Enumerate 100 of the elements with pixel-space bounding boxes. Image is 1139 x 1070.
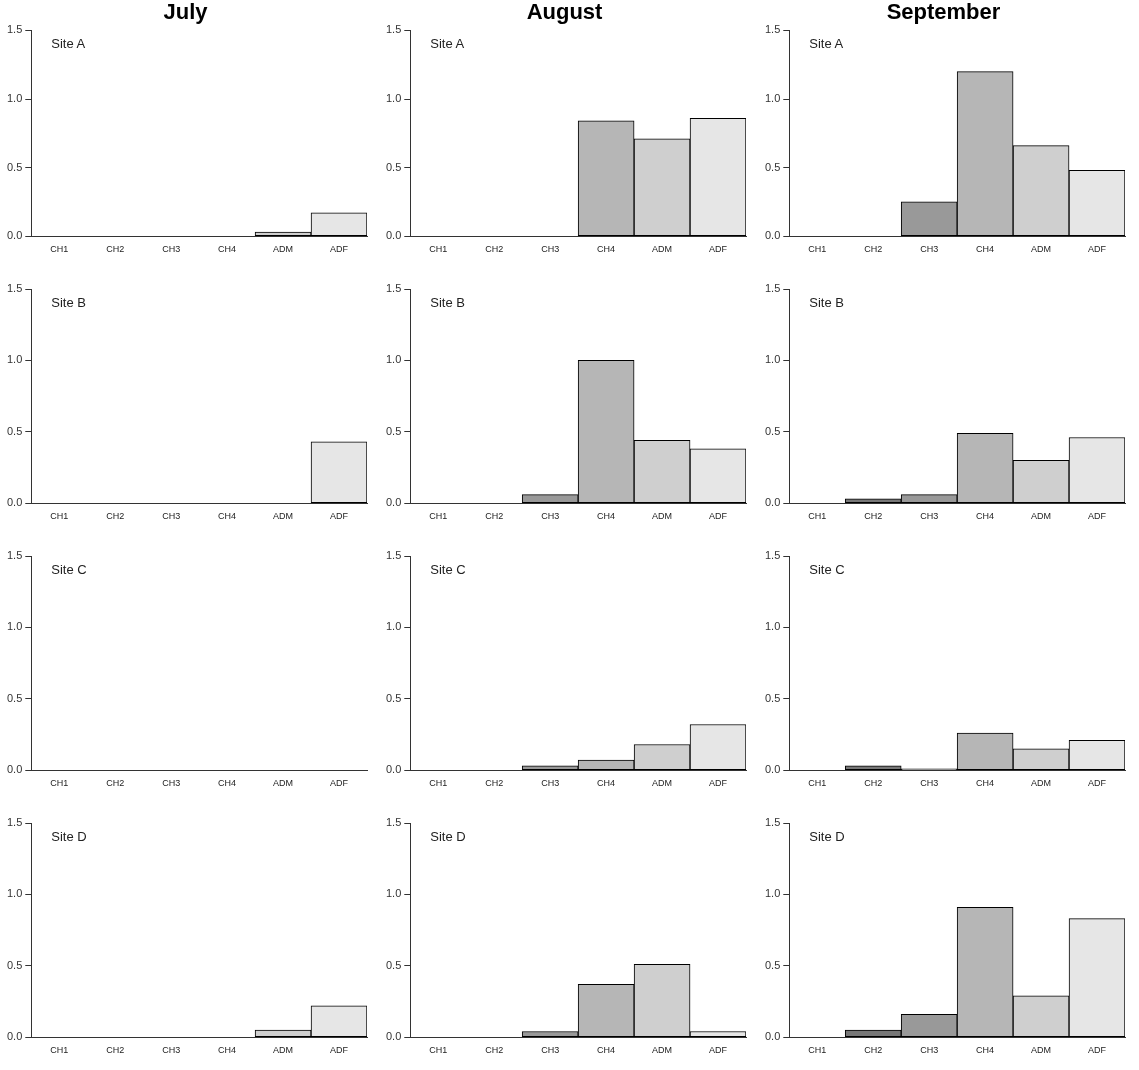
- y-tick-label: 0.0: [385, 496, 402, 509]
- x-tick-label: ADM: [273, 1045, 294, 1056]
- x-tick-label: ADM: [273, 244, 294, 255]
- x-tick-label: CH1: [808, 244, 827, 255]
- x-tick-label: ADF: [330, 1045, 349, 1056]
- x-tick-label: CH3: [162, 778, 181, 789]
- x-tick-label: ADF: [709, 778, 728, 789]
- y-tick-label: 0.5: [6, 424, 23, 437]
- y-tick-label: 0.5: [385, 424, 402, 437]
- x-tick-label: CH4: [597, 244, 616, 255]
- x-tick-label: CH1: [50, 1045, 69, 1056]
- x-tick-label: ADF: [1088, 778, 1107, 789]
- y-tick-label: 0.5: [385, 160, 402, 173]
- x-tick-label: CH3: [162, 244, 181, 255]
- x-tick-label: CH1: [50, 244, 69, 255]
- y-tick-label: 0.0: [6, 763, 23, 776]
- y-tick-label: 1.5: [764, 816, 781, 829]
- x-tick-label: ADM: [1031, 1045, 1052, 1056]
- x-tick-label: CH1: [50, 511, 69, 522]
- y-tick-label: 0.0: [385, 229, 402, 242]
- y-tick-label: 0.5: [764, 958, 781, 971]
- y-tick-label: 0.0: [764, 763, 781, 776]
- x-tick-label: CH3: [920, 244, 939, 255]
- x-tick-label: CH4: [218, 778, 237, 789]
- x-tick-label: CH3: [920, 1045, 939, 1056]
- y-tick-label: 1.0: [6, 92, 23, 105]
- x-tick-label: CH4: [597, 778, 616, 789]
- x-tick-label: ADF: [330, 244, 349, 255]
- y-tick-label: 1.0: [6, 353, 23, 366]
- y-tick-label: 0.5: [764, 160, 781, 173]
- y-tick-label: 1.0: [6, 887, 23, 900]
- y-tick-label: 1.5: [385, 282, 402, 295]
- x-tick-label: CH1: [429, 511, 448, 522]
- annotation: Site A: [430, 36, 465, 52]
- y-tick-label: 1.5: [385, 816, 402, 829]
- annotation: Site C: [430, 562, 466, 578]
- y-tick-label: 0.5: [764, 691, 781, 704]
- x-tick-label: ADF: [709, 1045, 728, 1056]
- y-tick-label: 0.0: [764, 1030, 781, 1043]
- x-tick-label: CH4: [218, 511, 237, 522]
- x-tick-label: CH1: [808, 511, 827, 522]
- y-tick-label: 0.5: [385, 958, 402, 971]
- x-tick-label: CH2: [106, 778, 125, 789]
- annotation: Site D: [809, 829, 845, 845]
- y-tick-label: 1.5: [764, 282, 781, 295]
- x-tick-label: ADF: [1088, 244, 1107, 255]
- y-tick-label: 1.0: [764, 620, 781, 633]
- y-tick-label: 1.0: [764, 353, 781, 366]
- annotation: Site D: [51, 829, 87, 845]
- x-tick-label: ADM: [1031, 778, 1052, 789]
- y-tick-label: 1.0: [764, 887, 781, 900]
- x-tick-label: CH2: [485, 778, 504, 789]
- x-tick-label: CH2: [864, 244, 883, 255]
- x-tick-label: CH3: [541, 778, 560, 789]
- x-tick-label: CH4: [976, 511, 995, 522]
- x-tick-label: CH4: [976, 1045, 995, 1056]
- x-tick-label: CH4: [976, 778, 995, 789]
- y-tick-label: 0.0: [6, 496, 23, 509]
- x-tick-label: CH3: [920, 511, 939, 522]
- y-tick-label: 0.0: [6, 1030, 23, 1043]
- y-tick-label: 0.5: [6, 958, 23, 971]
- x-tick-label: ADM: [273, 511, 294, 522]
- x-tick-label: ADM: [652, 244, 673, 255]
- y-tick-label: 1.0: [764, 92, 781, 105]
- x-tick-label: CH3: [541, 511, 560, 522]
- x-tick-label: CH3: [920, 778, 939, 789]
- x-tick-label: CH1: [50, 778, 69, 789]
- x-tick-label: CH1: [429, 1045, 448, 1056]
- x-tick-label: CH2: [106, 1045, 125, 1056]
- y-tick-label: 0.5: [6, 160, 23, 173]
- annotation: Site A: [51, 36, 86, 52]
- annotation: Site D: [430, 829, 466, 845]
- y-tick-label: 1.5: [385, 549, 402, 562]
- y-tick-label: 1.5: [6, 23, 23, 36]
- y-tick-label: 1.5: [764, 549, 781, 562]
- y-tick-label: 0.0: [385, 1030, 402, 1043]
- y-tick-label: 1.5: [6, 816, 23, 829]
- x-tick-label: ADM: [273, 778, 294, 789]
- x-tick-label: CH2: [485, 511, 504, 522]
- x-tick-label: ADM: [652, 1045, 673, 1056]
- x-tick-label: ADM: [652, 778, 673, 789]
- chart-title: July: [163, 0, 209, 25]
- chart-title: September: [886, 0, 1001, 25]
- y-tick-label: 0.5: [385, 691, 402, 704]
- x-tick-label: CH2: [864, 511, 883, 522]
- y-tick-label: 1.0: [385, 620, 402, 633]
- annotation: Site B: [809, 295, 844, 311]
- y-tick-label: 1.0: [385, 92, 402, 105]
- x-tick-label: CH1: [429, 778, 448, 789]
- x-tick-label: CH4: [597, 1045, 616, 1056]
- x-tick-label: CH4: [597, 511, 616, 522]
- x-tick-label: CH3: [162, 511, 181, 522]
- annotation: Site B: [51, 295, 86, 311]
- y-tick-label: 1.0: [385, 887, 402, 900]
- x-tick-label: ADM: [1031, 511, 1052, 522]
- x-tick-label: CH1: [429, 244, 448, 255]
- x-tick-label: CH2: [106, 511, 125, 522]
- x-tick-label: CH2: [485, 1045, 504, 1056]
- y-tick-label: 1.5: [764, 23, 781, 36]
- y-tick-label: 0.5: [6, 691, 23, 704]
